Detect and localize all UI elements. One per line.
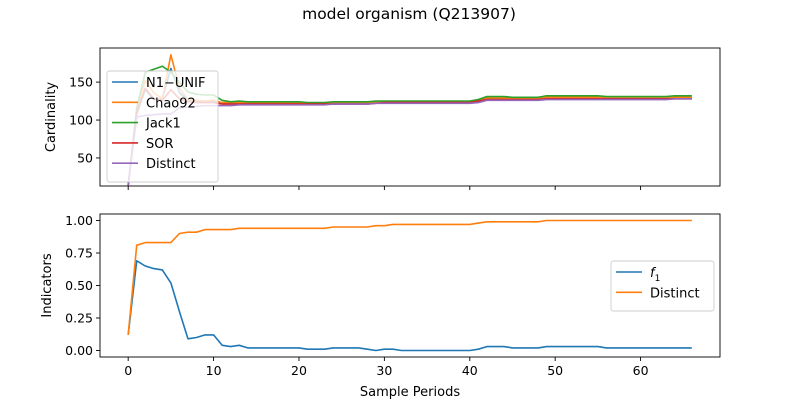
legend-label: Chao92 [146,96,196,111]
cardinality-panel: 50 100 150 Cardinality N1−UNIF Chao92 Jack1 SOR… [44,47,721,190]
indicators-panel: 0 10 20 30 40 50 60 0.00 0.25 0.50 0.75 1.00 Indicat… [40,213,721,400]
y-tick-label: 0.50 [65,278,93,293]
series-line-jack1 [127,65,692,186]
y-tick-label: 1.00 [65,213,93,228]
series-line-f1 [127,260,692,352]
legend-box [610,260,715,312]
x-tick-label: 10 [206,363,222,378]
legend-box [106,70,219,183]
y-tick-label: 100 [69,113,93,128]
x-axis-label: Sample Periods [360,385,460,400]
y-tick-label: 50 [77,150,93,165]
x-tick-label: 30 [376,363,392,378]
y-tick-label: 150 [69,75,93,90]
legend-label: SOR [146,137,174,152]
x-tick-label: 20 [291,363,307,378]
legend-label: Distinct [146,157,196,172]
legend-label: Distinct [650,286,700,301]
legend-label: N1−UNIF [146,76,205,91]
legend: N1−UNIF Chao92 Jack1 SOR Distinct [106,70,219,183]
figure-title: model organism (Q213907) [302,5,516,23]
axes-frame [99,47,721,187]
x-tick-label: 40 [462,363,478,378]
legend-label: Jack1 [145,117,181,132]
y-tick-label: 0.75 [65,246,93,261]
y-axis-label: Indicators [40,253,55,317]
legend: f1 Distinct [610,260,715,312]
x-tick-label: 0 [124,363,132,378]
legend-label: f1 [650,266,660,284]
y-tick-label: 0.25 [65,311,93,326]
series-line-distinct [127,98,692,186]
y-axis-label: Cardinality [44,82,59,153]
x-tick-label: 60 [633,363,649,378]
x-tick-label: 50 [547,363,563,378]
series-line-distinct [127,219,692,335]
y-tick-label: 0.00 [65,343,93,358]
